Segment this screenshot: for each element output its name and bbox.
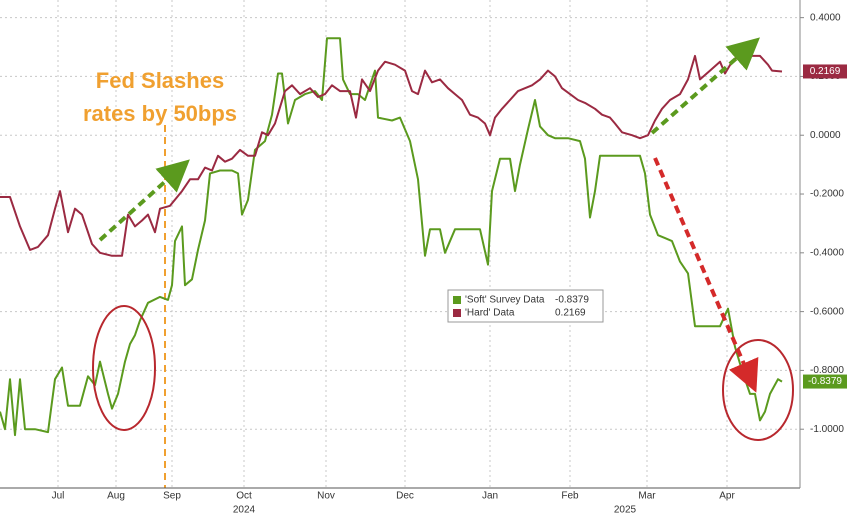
legend-box [447, 289, 604, 323]
x-tick-label: Nov [317, 491, 335, 502]
legend-label: 'Hard' Data [465, 308, 515, 319]
series-line [0, 51, 783, 257]
legend-label: 'Soft' Survey Data [465, 295, 545, 306]
x-tick-label: Jul [52, 491, 65, 502]
highlight-circle [92, 305, 156, 431]
legend: 'Soft' Survey Data -0.8379 'Hard' Data 0.21… [447, 289, 604, 323]
plot-area [0, 0, 800, 488]
last-value-box [803, 374, 847, 389]
trend-arrow [650, 37, 760, 135]
last-value-label: 0.2169 [810, 66, 841, 77]
y-tick-label: -0.2000 [810, 189, 844, 200]
legend-swatch [453, 309, 461, 317]
trend-arrow [653, 157, 759, 393]
year-label: 2024 [233, 505, 256, 516]
last-value-label: -0.8379 [808, 376, 842, 387]
y-tick-label: 0.4000 [810, 12, 841, 23]
y-tick-label: 0.0000 [810, 130, 841, 141]
y-tick-label: -0.6000 [810, 306, 844, 317]
x-tick-label: Feb [561, 491, 579, 502]
legend-value: -0.8379 [555, 295, 589, 306]
legend-value: 0.2169 [555, 308, 586, 319]
x-tick-label: Apr [719, 491, 735, 502]
y-tick-label: -0.8000 [810, 365, 844, 376]
last-value-box [803, 64, 847, 79]
annotation: rates by 50bps [83, 101, 237, 126]
y-tick-label: -1.0000 [810, 424, 844, 435]
highlight-circle [722, 339, 794, 441]
trend-arrow [98, 159, 190, 242]
x-tick-label: Aug [107, 491, 125, 502]
x-tick-label: Sep [163, 491, 181, 502]
annotation: Fed Slashes [96, 68, 224, 93]
y-tick-label: -0.4000 [810, 247, 844, 258]
x-tick-label: Oct [236, 491, 252, 502]
series-line [0, 37, 783, 437]
x-tick-label: Dec [396, 491, 414, 502]
x-tick-label: Jan [482, 491, 498, 502]
year-label: 2025 [614, 505, 637, 516]
x-tick-label: Mar [638, 491, 656, 502]
legend-swatch [453, 296, 461, 304]
